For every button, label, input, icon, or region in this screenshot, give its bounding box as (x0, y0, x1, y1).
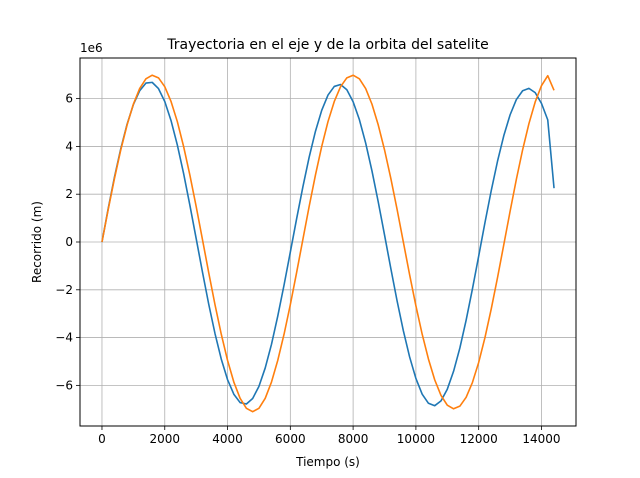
y-tick-label: 0 (65, 235, 73, 249)
x-tick-label: 2000 (149, 432, 180, 446)
y-tick-label: −2 (55, 283, 73, 297)
y-axis: −6 −4 −2 0 2 4 6 (55, 92, 80, 392)
y-axis-label: Recorrido (m) (30, 201, 44, 283)
x-tick-label: 12000 (460, 432, 498, 446)
series-line-1 (101, 81, 555, 407)
x-tick-label: 4000 (212, 432, 243, 446)
y-tick-label: −6 (55, 378, 73, 392)
x-tick-label: 6000 (275, 432, 306, 446)
x-tick-label: 0 (98, 432, 106, 446)
series-line-2 (101, 74, 555, 413)
x-tick-label: 8000 (338, 432, 369, 446)
chart-title: Trayectoria en el eje y de la orbita del… (166, 37, 489, 53)
x-axis: 0 2000 4000 6000 8000 10000 12000 14000 (98, 426, 561, 446)
grid (80, 58, 576, 426)
y-tick-label: 2 (65, 187, 73, 201)
x-tick-label: 14000 (522, 432, 560, 446)
x-axis-label: Tiempo (s) (295, 455, 360, 469)
y-tick-label: −4 (55, 331, 73, 345)
y-tick-label: 6 (65, 92, 73, 106)
x-tick-label: 10000 (397, 432, 435, 446)
series-layer (101, 74, 555, 413)
y-tick-label: 4 (65, 139, 73, 153)
y-axis-offset-label: 1e6 (80, 41, 103, 55)
